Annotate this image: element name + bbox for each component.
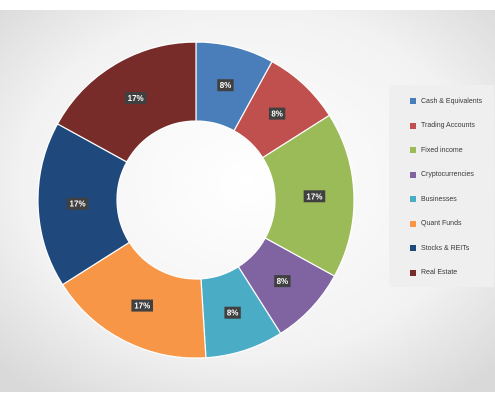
- legend-item-cash-and-equivalents: Cash & Equivalents: [389, 94, 494, 108]
- legend-swatch: [410, 122, 416, 129]
- data-label-text: 8%: [271, 110, 283, 119]
- data-label-text: 8%: [227, 309, 239, 318]
- legend-item-cryptocurrencies: Cryptocurrencies: [389, 168, 494, 182]
- legend-swatch: [410, 245, 416, 251]
- legend-swatch: [410, 147, 416, 153]
- legend-swatch: [410, 98, 416, 104]
- data-label-cash-and-equivalents: 8%: [217, 79, 234, 92]
- legend-item-fixed-income: Fixed income: [389, 143, 494, 157]
- data-label-box: [224, 306, 241, 319]
- legend-item-businesses: Businesses: [389, 192, 494, 206]
- data-label-cryptocurrencies: 8%: [274, 275, 291, 288]
- legend-item-trading-accounts: Trading Accounts: [389, 119, 494, 133]
- legend-item-stocks-and-reits: Stocks & REITs: [389, 241, 494, 255]
- legend-item-real-estate: Real Estate: [389, 266, 494, 280]
- data-label-fixed-income: 17%: [303, 190, 326, 203]
- data-label-stocks-and-reits: 17%: [66, 197, 89, 210]
- legend-label: Cryptocurrencies: [421, 171, 474, 178]
- data-label-box: [217, 79, 234, 92]
- data-label-text: 17%: [306, 192, 322, 201]
- data-label-box: [66, 197, 89, 210]
- legend-swatch: [410, 220, 416, 227]
- data-label-text: 17%: [70, 200, 86, 209]
- donut-data-labels: 8% 8% 17% 8% 8% 17% 17% 17%: [66, 79, 326, 319]
- data-label-box: [274, 275, 291, 288]
- legend-item-quant-funds: Quant Funds: [389, 217, 494, 231]
- legend-label: Trading Accounts: [421, 122, 475, 129]
- data-label-text: 8%: [220, 81, 232, 90]
- legend-label: Fixed income: [421, 146, 463, 154]
- legend-label: Quant Funds: [421, 220, 462, 227]
- data-label-text: 17%: [128, 94, 144, 103]
- data-label-quant-funds: 17%: [131, 299, 154, 312]
- data-label-box: [268, 107, 286, 120]
- legend-swatch: [410, 196, 416, 202]
- data-label-text: 8%: [277, 277, 289, 286]
- data-label-trading-accounts: 8%: [268, 107, 286, 120]
- data-label-text: 17%: [134, 302, 150, 311]
- data-label-businesses: 8%: [224, 306, 241, 319]
- chart-legend: Cash & Equivalents Trading Accounts Fixed …: [389, 85, 494, 287]
- data-label-box: [303, 190, 326, 203]
- legend-label: Real Estate: [421, 269, 458, 276]
- legend-label: Stocks & REITs: [421, 244, 470, 252]
- data-label-real-estate: 17%: [124, 92, 147, 105]
- legend-swatch: [410, 171, 416, 178]
- data-label-box: [131, 299, 154, 312]
- legend-label: Cash & Equivalents: [421, 97, 483, 105]
- legend-label: Businesses: [421, 195, 457, 203]
- data-label-box: [124, 92, 147, 105]
- legend-swatch: [410, 269, 416, 276]
